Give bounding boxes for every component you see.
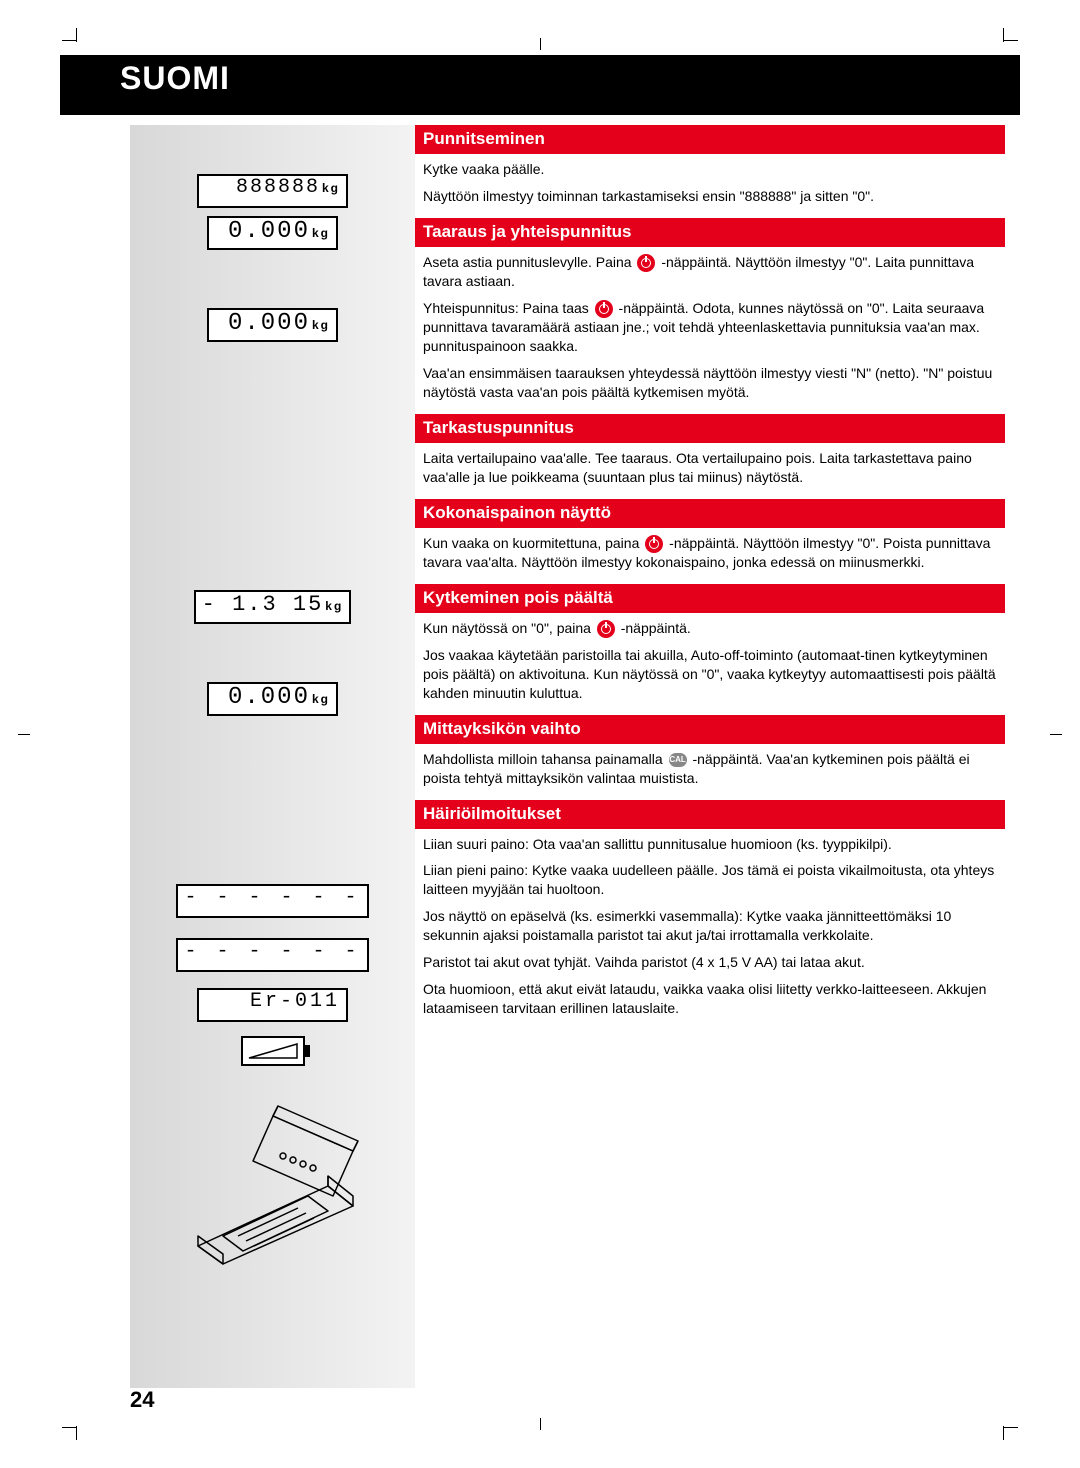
section-body: Mahdollista milloin tahansa painamalla C… (415, 744, 1005, 800)
lcd-group-weighing: 888888 kg 0.000 kg (197, 170, 348, 254)
section-kokonaispaino: Kokonaispainon näyttö Kun vaaka on kuorm… (415, 499, 1005, 584)
section-kytkeminen: Kytkeminen pois päältä Kun näytössä on "… (415, 584, 1005, 715)
lcd-value: Er-011 (250, 992, 340, 1012)
content-area: 888888 kg 0.000 kg 0.000 kg - 1.3 15 (130, 125, 1005, 1388)
lcd-display: 0.000 kg (207, 308, 338, 342)
crop-mark (76, 28, 77, 42)
lcd-value: 0.000 (228, 686, 310, 710)
section-heading: Häiriöilmoitukset (415, 800, 1005, 829)
section-taaraus: Taaraus ja yhteispunnitus Aseta astia pu… (415, 218, 1005, 414)
crop-mark (1050, 734, 1062, 735)
lcd-value: - - - - - - (184, 942, 360, 962)
crop-mark (76, 1426, 77, 1440)
lcd-value: 0.000 (228, 312, 310, 336)
lcd-value: 888888 (236, 178, 320, 198)
lcd-unit: kg (312, 693, 330, 705)
power-icon (597, 620, 615, 638)
section-tarkastus: Tarkastuspunnitus Laita vertailupaino va… (415, 414, 1005, 499)
illustration-column: 888888 kg 0.000 kg 0.000 kg - 1.3 15 (130, 125, 415, 1388)
lcd-display-overflow: - - - - - - (176, 884, 368, 918)
paragraph: Jos vaakaa käytetään paristoilla tai aku… (423, 646, 997, 703)
section-punnitseminen: Punnitseminen Kytke vaaka päälle. Näyttö… (415, 125, 1005, 218)
power-icon (637, 254, 655, 272)
crop-mark (540, 1418, 541, 1430)
section-heading: Taaraus ja yhteispunnitus (415, 218, 1005, 247)
lcd-unit: kg (322, 182, 340, 194)
battery-low-icon (241, 1036, 305, 1066)
paragraph: Kun vaaka on kuormitettuna, paina -näppä… (423, 534, 997, 572)
power-icon (645, 535, 663, 553)
paragraph: Liian suuri paino: Ota vaa'an sallittu p… (423, 835, 997, 854)
paragraph: Näyttöön ilmestyy toiminnan tarkastamise… (423, 187, 997, 206)
crop-mark (1003, 28, 1004, 42)
section-body: Laita vertailupaino vaa'alle. Tee taarau… (415, 443, 1005, 499)
crop-mark (62, 1413, 76, 1428)
paragraph: Laita vertailupaino vaa'alle. Tee taarau… (423, 449, 997, 487)
section-body: Liian suuri paino: Ota vaa'an sallittu p… (415, 829, 1005, 1030)
lcd-unit: kg (325, 600, 343, 612)
section-body: Kytke vaaka päälle. Näyttöön ilmestyy to… (415, 154, 1005, 218)
paragraph: Paristot tai akut ovat tyhjät. Vaihda pa… (423, 953, 997, 972)
lcd-group-off: 0.000 kg (207, 678, 338, 720)
cal-button-icon: CAL (669, 753, 687, 767)
text-column: Punnitseminen Kytke vaaka päälle. Näyttö… (415, 125, 1005, 1388)
section-mittayksikko: Mittayksikön vaihto Mahdollista milloin … (415, 715, 1005, 800)
lcd-display-error: Er-011 (197, 988, 348, 1022)
crop-mark (1004, 40, 1018, 55)
crop-mark (62, 40, 76, 55)
lcd-display: - 1.3 15 kg (194, 590, 352, 624)
crop-mark (18, 734, 30, 735)
lcd-display: 0.000 kg (207, 216, 338, 250)
lcd-unit: kg (312, 227, 330, 239)
page-title: SUOMI (120, 60, 230, 97)
lcd-display-underflow: - - - - - - (176, 938, 368, 972)
lcd-display: 0.000 kg (207, 682, 338, 716)
section-heading: Punnitseminen (415, 125, 1005, 154)
lcd-group-tare: 0.000 kg (207, 304, 338, 346)
section-heading: Kytkeminen pois päältä (415, 584, 1005, 613)
page-number: 24 (130, 1387, 154, 1413)
lcd-group-total: - 1.3 15 kg (194, 586, 352, 628)
lcd-unit: kg (312, 319, 330, 331)
power-icon (595, 300, 613, 318)
paragraph: Liian pieni paino: Kytke vaaka uudelleen… (423, 861, 997, 899)
paragraph: Vaa'an ensimmäisen taarauksen yhteydessä… (423, 364, 997, 402)
crop-mark (1003, 1426, 1004, 1440)
paragraph: Aseta astia punnituslevylle. Paina -näpp… (423, 253, 997, 291)
lcd-value: 0.000 (228, 220, 310, 244)
section-body: Kun vaaka on kuormitettuna, paina -näppä… (415, 528, 1005, 584)
section-body: Aseta astia punnituslevylle. Paina -näpp… (415, 247, 1005, 414)
paragraph: Jos näyttö on epäselvä (ks. esimerkki va… (423, 907, 997, 945)
lcd-group-errors: - - - - - - - - - - - - Er-011 (176, 880, 368, 1269)
lcd-value: - - - - - - (184, 888, 360, 908)
section-body: Kun näytössä on "0", paina -näppäintä. J… (415, 613, 1005, 715)
manual-page: SUOMI 888888 kg 0.000 kg 0.000 kg (0, 0, 1080, 1468)
section-heading: Kokonaispainon näyttö (415, 499, 1005, 528)
crop-mark (1004, 1413, 1018, 1428)
lcd-display: 888888 kg (197, 174, 348, 208)
paragraph: Kun näytössä on "0", paina -näppäintä. (423, 619, 997, 638)
paragraph: Mahdollista milloin tahansa painamalla C… (423, 750, 997, 788)
paragraph: Ota huomioon, että akut eivät lataudu, v… (423, 980, 997, 1018)
battery-compartment-illustration (178, 1086, 368, 1269)
paragraph: Yhteispunnitus: Paina taas -näppäintä. O… (423, 299, 997, 356)
section-hairio: Häiriöilmoitukset Liian suuri paino: Ota… (415, 800, 1005, 1030)
section-heading: Mittayksikön vaihto (415, 715, 1005, 744)
lcd-value: - 1.3 15 (202, 594, 324, 616)
paragraph: Kytke vaaka päälle. (423, 160, 997, 179)
section-heading: Tarkastuspunnitus (415, 414, 1005, 443)
crop-mark (540, 38, 541, 50)
